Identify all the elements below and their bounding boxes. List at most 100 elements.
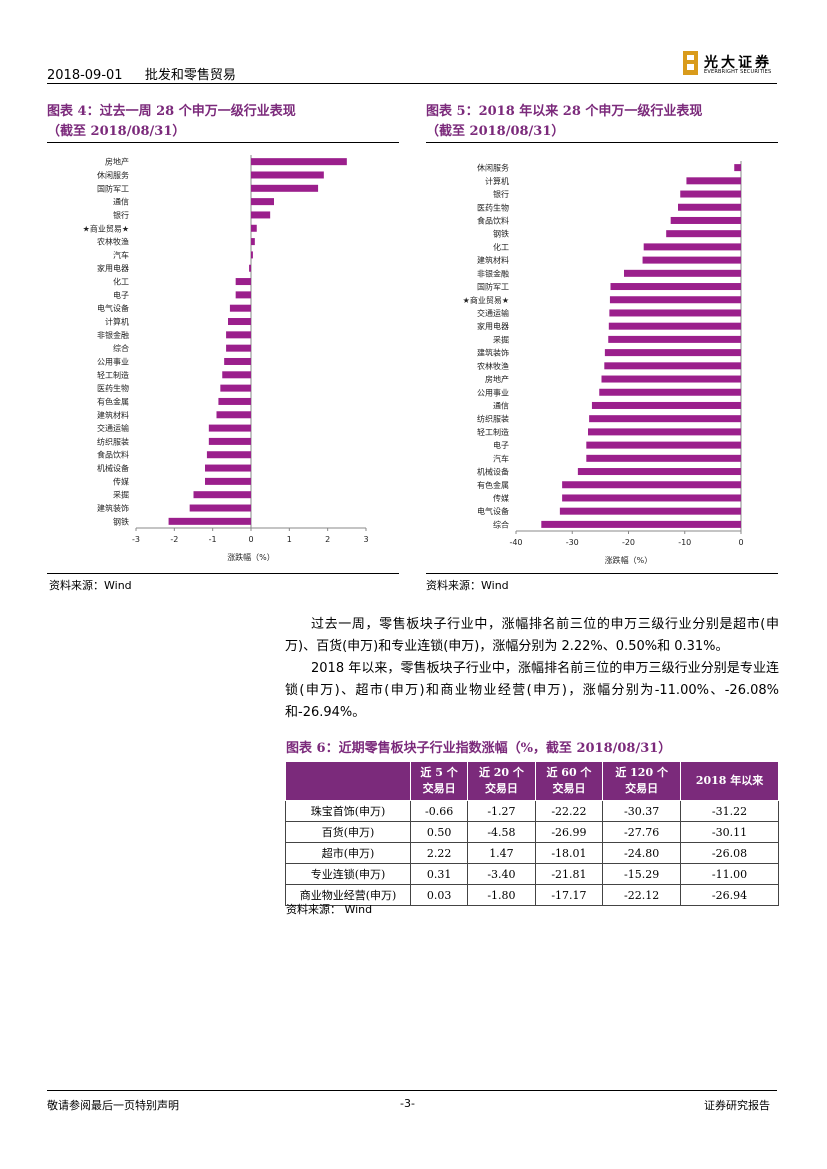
bar — [604, 362, 741, 370]
bar — [189, 504, 251, 512]
category-label: 银行 — [493, 189, 509, 199]
category-label: 家用电器 — [477, 321, 509, 331]
table-row-label: 超市(申万) — [285, 842, 411, 864]
x-tick-label: 1 — [287, 535, 292, 544]
logo-mark-icon — [683, 51, 698, 75]
bar — [562, 494, 741, 502]
bar — [251, 158, 347, 166]
x-tick-label: -10 — [678, 538, 691, 547]
category-label: 有色金属 — [477, 480, 509, 490]
figure4-title-line1: 图表 4：过去一周 28 个申万一级行业表现 — [47, 104, 296, 119]
company-logo: 光大证券 EVERBRIGHT SECURITIES — [683, 51, 779, 77]
x-axis-label: 涨跌幅（%） — [227, 552, 275, 562]
x-tick-label: -40 — [509, 538, 522, 547]
table-row: 超市(申万) 2.22 1.47 -18.01 -24.80 -26.08 — [285, 842, 779, 864]
table-header-cell: 近 120 个交易日 — [602, 761, 682, 801]
bar — [218, 397, 251, 405]
category-label: 休闲服务 — [97, 170, 129, 180]
bar — [229, 304, 251, 312]
table-cell: -15.29 — [602, 863, 682, 885]
category-label: 电气设备 — [477, 506, 509, 516]
table-cell: -26.99 — [534, 821, 604, 843]
category-label: 轻工制造 — [97, 370, 129, 380]
bar — [235, 278, 251, 286]
bar — [205, 477, 251, 485]
bar — [589, 415, 741, 423]
bar — [541, 520, 741, 528]
bar — [670, 216, 741, 224]
x-tick-label: 2 — [325, 535, 330, 544]
table-header-line: 近 5 个 — [420, 766, 458, 779]
category-label: 通信 — [113, 197, 129, 207]
bar — [235, 291, 251, 299]
figure4-top-rule — [47, 142, 399, 143]
bar — [208, 424, 251, 432]
table-cell: -1.80 — [467, 884, 536, 906]
table-header-line: 交易日 — [484, 782, 518, 795]
category-label: 钢铁 — [113, 516, 129, 526]
table-row: 珠宝首饰(申万) -0.66 -1.27 -22.22 -30.37 -31.22 — [285, 800, 779, 822]
table-cell: 2.22 — [409, 842, 469, 864]
figure5-title-line1: 图表 5：2018 年以来 28 个申万一级行业表现 — [426, 104, 703, 119]
paragraph-weekly: 过去一周，零售板块子行业中，涨幅排名前三位的申万三级行业分别是超市(申万)、百货… — [285, 617, 779, 654]
table-cell: -18.01 — [534, 842, 604, 864]
category-label: 食品饮料 — [477, 215, 509, 225]
bar — [680, 190, 741, 198]
bar — [609, 296, 741, 304]
table-cell: -24.80 — [602, 842, 682, 864]
bar — [251, 184, 319, 192]
figure6-title: 图表 6：近期零售板块子行业指数涨幅（%，截至 2018/08/31） — [286, 741, 672, 756]
category-label: 国防军工 — [97, 183, 129, 193]
category-label: 汽车 — [113, 250, 129, 260]
table-row-label: 专业连锁(申万) — [285, 863, 411, 885]
bar — [686, 177, 741, 185]
table-cell: -21.81 — [534, 863, 604, 885]
logo-text-cn: 光大证券 — [704, 55, 772, 71]
figure6-source: 资料来源： Wind — [286, 903, 373, 916]
category-label: 家用电器 — [97, 263, 129, 273]
category-label: 建筑材料 — [477, 255, 509, 265]
bar — [588, 428, 741, 436]
body-paragraph: 过去一周，零售板块子行业中，涨幅排名前三位的申万三级行业分别是超市(申万)、百货… — [285, 614, 779, 724]
bar — [251, 198, 274, 206]
bar — [228, 318, 251, 326]
category-label: 采掘 — [113, 490, 129, 500]
paragraph-ytd: 2018 年以来，零售板块子行业中，涨幅排名前三位的申万三级行业分别是专业连锁(… — [285, 661, 779, 720]
footer-report-type: 证券研究报告 — [704, 1099, 770, 1112]
figure4-source: 资料来源：Wind — [49, 579, 132, 592]
table-header-line: 交易日 — [552, 782, 586, 795]
table-cell: -31.22 — [680, 800, 779, 822]
bar — [251, 171, 324, 179]
table-cell: -1.27 — [467, 800, 536, 822]
x-tick-label: -2 — [170, 535, 178, 544]
bar — [608, 322, 741, 330]
category-label: 交通运输 — [97, 423, 129, 433]
figure5-top-rule — [426, 142, 778, 143]
x-tick-label: -1 — [209, 535, 217, 544]
category-label: 食品饮料 — [97, 450, 129, 460]
bar — [226, 344, 251, 352]
category-label: 传媒 — [113, 476, 129, 486]
bar — [642, 256, 741, 264]
table-header-cell: 2018 年以来 — [680, 761, 779, 801]
table-header-line: 近 120 个 — [615, 766, 668, 779]
category-label: 机械设备 — [97, 463, 129, 473]
table-cell: 0.31 — [409, 863, 469, 885]
table-cell: -30.11 — [680, 821, 779, 843]
category-label: 电子 — [113, 290, 129, 300]
bar — [591, 401, 741, 409]
table-cell: -30.37 — [602, 800, 682, 822]
table-row: 商业物业经营(申万) 0.03 -1.80 -17.17 -22.12 -26.94 — [285, 884, 779, 906]
bar — [220, 384, 251, 392]
bar — [206, 451, 251, 459]
bar — [609, 309, 741, 317]
category-label: 化工 — [493, 242, 509, 252]
bar — [608, 335, 741, 343]
category-label: 有色金属 — [97, 396, 129, 406]
category-label: ★商业贸易★ — [463, 295, 509, 305]
bar — [666, 230, 741, 238]
bar — [208, 437, 251, 445]
category-label: 建筑装饰 — [477, 348, 509, 358]
table-cell: -3.40 — [467, 863, 536, 885]
table-header-line: 交易日 — [422, 782, 456, 795]
